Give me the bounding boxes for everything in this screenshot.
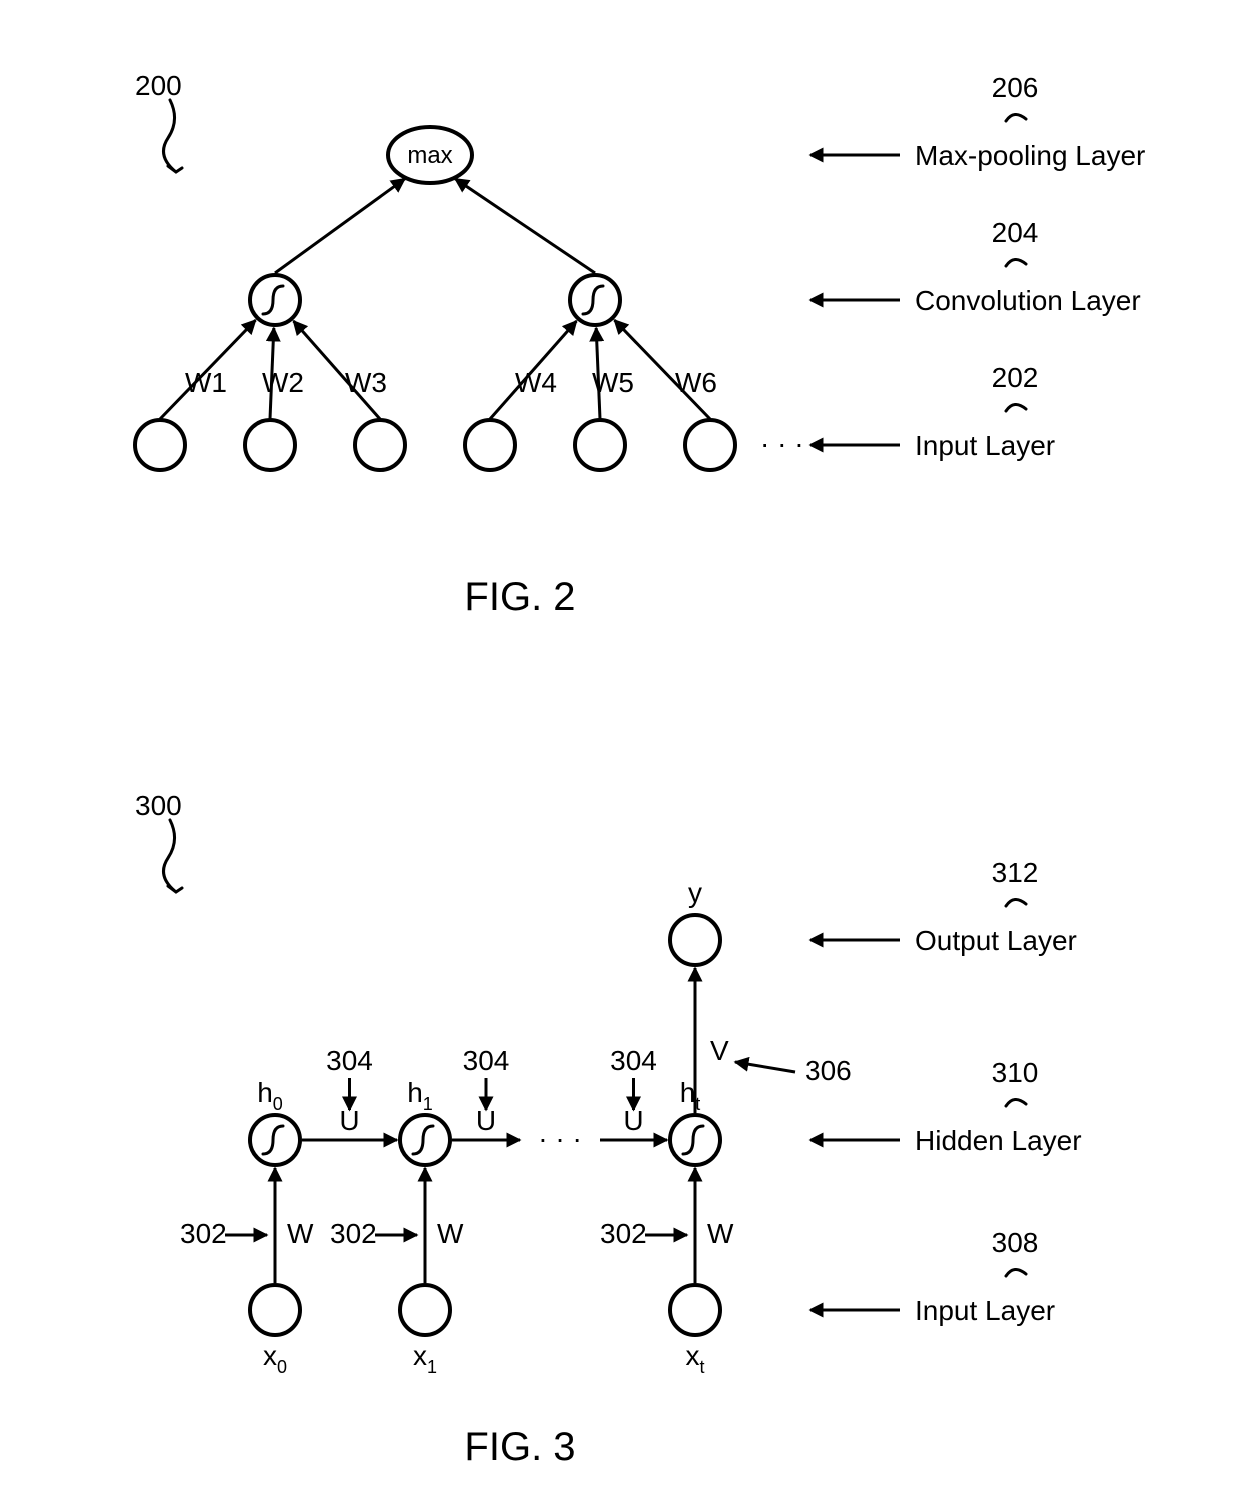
ref-302: 302 xyxy=(600,1218,647,1249)
layer-label: Convolution Layer xyxy=(915,285,1141,316)
h-label: h1 xyxy=(407,1077,433,1114)
h-label: ht xyxy=(680,1077,701,1114)
W-label: W xyxy=(707,1218,734,1249)
edge-conv-to-max xyxy=(275,179,405,273)
ref-arrow xyxy=(735,1062,795,1072)
ref-306: 306 xyxy=(805,1055,852,1086)
fig3-ref-arrow xyxy=(164,820,183,892)
output-node xyxy=(670,915,720,965)
x-label: x1 xyxy=(413,1340,437,1377)
fig2-ref-arrow xyxy=(164,100,183,172)
layer-ref: 202 xyxy=(992,362,1039,393)
layer-ref: 312 xyxy=(992,857,1039,888)
ref-302: 302 xyxy=(180,1218,227,1249)
fig3-caption: FIG. 3 xyxy=(464,1425,575,1469)
layer-label: Max-pooling Layer xyxy=(915,140,1145,171)
layer-ref: 204 xyxy=(992,217,1039,248)
W-label: W xyxy=(437,1218,464,1249)
W-label: W xyxy=(287,1218,314,1249)
layer-ref: 310 xyxy=(992,1057,1039,1088)
ref-hook xyxy=(1006,114,1026,121)
max-label: max xyxy=(407,142,452,169)
input-node xyxy=(685,420,735,470)
input-node xyxy=(670,1285,720,1335)
weight-label: W2 xyxy=(262,367,304,398)
ref-hook xyxy=(1006,1269,1026,1276)
ref-304: 304 xyxy=(326,1045,373,1076)
dots: · · · xyxy=(538,1123,582,1154)
V-label: V xyxy=(710,1035,729,1066)
layer-label: Output Layer xyxy=(915,925,1077,956)
h-label: h0 xyxy=(257,1077,283,1114)
weight-label: W5 xyxy=(592,367,634,398)
edge-conv-to-max xyxy=(455,179,595,273)
hidden-node xyxy=(250,1115,300,1165)
ref-302: 302 xyxy=(330,1218,377,1249)
weight-label: W6 xyxy=(675,367,717,398)
layer-ref: 308 xyxy=(992,1227,1039,1258)
fig2-ref: 200 xyxy=(135,70,182,101)
conv-node xyxy=(570,275,620,325)
input-node xyxy=(465,420,515,470)
conv-node xyxy=(250,275,300,325)
dots: · · · xyxy=(760,428,804,459)
ref-hook xyxy=(1006,1099,1026,1106)
input-node xyxy=(245,420,295,470)
ref-304: 304 xyxy=(463,1045,510,1076)
y-label: y xyxy=(688,877,702,908)
input-node xyxy=(400,1285,450,1335)
input-node xyxy=(575,420,625,470)
layer-label: Input Layer xyxy=(915,1295,1055,1326)
layer-label: Input Layer xyxy=(915,430,1055,461)
layer-label: Hidden Layer xyxy=(915,1125,1082,1156)
ref-hook xyxy=(1006,259,1026,266)
input-node xyxy=(250,1285,300,1335)
weight-label: W4 xyxy=(515,367,557,398)
fig3-ref: 300 xyxy=(135,790,182,821)
ref-304: 304 xyxy=(610,1045,657,1076)
ref-hook xyxy=(1006,404,1026,411)
weight-label: W3 xyxy=(345,367,387,398)
fig2-caption: FIG. 2 xyxy=(464,575,575,619)
input-node xyxy=(355,420,405,470)
x-label: x0 xyxy=(263,1340,287,1377)
hidden-node xyxy=(400,1115,450,1165)
hidden-node xyxy=(670,1115,720,1165)
ref-hook xyxy=(1006,899,1026,906)
layer-ref: 206 xyxy=(992,72,1039,103)
input-node xyxy=(135,420,185,470)
weight-label: W1 xyxy=(185,367,227,398)
x-label: xt xyxy=(685,1340,704,1377)
